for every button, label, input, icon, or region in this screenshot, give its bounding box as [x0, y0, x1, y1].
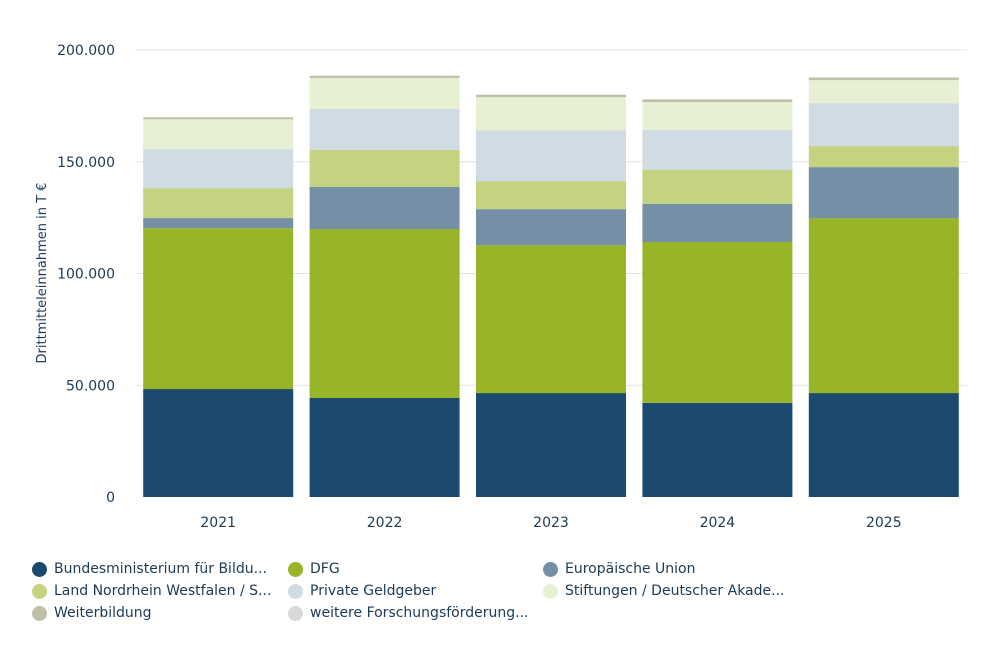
- bar-segment[interactable]: [476, 130, 626, 182]
- legend-swatch-icon: [32, 583, 47, 599]
- bar-segment[interactable]: [642, 99, 793, 103]
- legend-swatch-icon: [288, 605, 303, 621]
- bar-segment[interactable]: [808, 393, 959, 497]
- bar-segment[interactable]: [476, 209, 626, 246]
- legend-item[interactable]: weitere Forschungsförderung...: [288, 605, 528, 621]
- bar-segment[interactable]: [476, 97, 626, 131]
- bar-segment[interactable]: [309, 75, 460, 78]
- bar-segment[interactable]: [143, 149, 294, 189]
- bar-segment[interactable]: [476, 245, 626, 394]
- bar-segment[interactable]: [143, 188, 294, 219]
- legend-label: Stiftungen / Deutscher Akade...: [565, 583, 785, 599]
- bar-segment[interactable]: [309, 187, 460, 230]
- legend-item[interactable]: Land Nordrhein Westfalen / S...: [32, 583, 271, 599]
- legend-swatch-icon: [543, 561, 558, 577]
- legend-swatch-icon: [32, 605, 47, 621]
- legend-swatch-icon: [543, 583, 558, 599]
- legend-label: Land Nordrhein Westfalen / S...: [54, 583, 272, 599]
- bar-segment[interactable]: [808, 218, 959, 394]
- bar-segment[interactable]: [309, 397, 460, 497]
- legend-label: Private Geldgeber: [310, 583, 437, 599]
- legend-swatch-icon: [288, 561, 303, 577]
- legend-label: Europäische Union: [565, 561, 696, 577]
- bar-segment[interactable]: [309, 109, 460, 150]
- x-tick-label: 2021: [200, 515, 236, 531]
- bar-segment[interactable]: [642, 402, 793, 497]
- bar-segment[interactable]: [808, 167, 959, 219]
- bar-segment[interactable]: [808, 80, 959, 104]
- bar-segment[interactable]: [642, 130, 793, 171]
- bar-segment[interactable]: [143, 389, 294, 497]
- bar-segment[interactable]: [808, 103, 959, 147]
- bar-segment[interactable]: [309, 149, 460, 188]
- legend-swatch-icon: [288, 583, 303, 599]
- legend-item[interactable]: DFG: [288, 561, 340, 577]
- y-tick-label: 200.000: [57, 43, 115, 59]
- bar-segment[interactable]: [143, 228, 294, 390]
- legend-item[interactable]: Stiftungen / Deutscher Akade...: [543, 583, 784, 599]
- bar-segment[interactable]: [642, 241, 793, 403]
- x-tick-label: 2023: [533, 515, 569, 531]
- bar-segment[interactable]: [476, 393, 626, 497]
- bar-segment[interactable]: [808, 146, 959, 168]
- legend-label: weitere Forschungsförderung...: [310, 605, 529, 621]
- bar-segment[interactable]: [309, 77, 460, 110]
- y-tick-label: 0: [106, 490, 115, 506]
- bar-segment[interactable]: [642, 102, 793, 131]
- legend-label: Weiterbildung: [54, 605, 152, 621]
- y-tick-label: 50.000: [66, 378, 115, 394]
- y-tick-label: 150.000: [57, 155, 115, 171]
- bar-segment[interactable]: [642, 170, 793, 204]
- x-tick-label: 2024: [700, 515, 736, 531]
- legend-item[interactable]: Private Geldgeber: [288, 583, 436, 599]
- bar-segment[interactable]: [642, 203, 793, 242]
- bar-segment[interactable]: [143, 117, 294, 120]
- legend-label: DFG: [310, 561, 340, 577]
- y-tick-label: 100.000: [57, 267, 115, 283]
- bar-segment[interactable]: [476, 94, 626, 98]
- x-tick-label: 2025: [866, 515, 902, 531]
- bar-segment[interactable]: [143, 119, 294, 150]
- legend-item[interactable]: Weiterbildung: [32, 605, 152, 621]
- bar-segment[interactable]: [808, 77, 959, 81]
- bar-segment[interactable]: [309, 229, 460, 398]
- x-tick-label: 2022: [367, 515, 403, 531]
- legend-label: Bundesministerium für Bildu...: [54, 561, 267, 577]
- legend-item[interactable]: Europäische Union: [543, 561, 695, 577]
- y-axis-title: Drittmitteleinnahmen in T €: [35, 183, 50, 364]
- bar-segment[interactable]: [476, 181, 626, 210]
- bar-segment[interactable]: [143, 218, 294, 229]
- stacked-bar-chart: 0 50.000 100.000 150.000 200.000 2021 2022 202…: [35, 43, 967, 531]
- legend-item[interactable]: Bundesministerium für Bildu...: [32, 561, 267, 577]
- legend-swatch-icon: [32, 561, 47, 577]
